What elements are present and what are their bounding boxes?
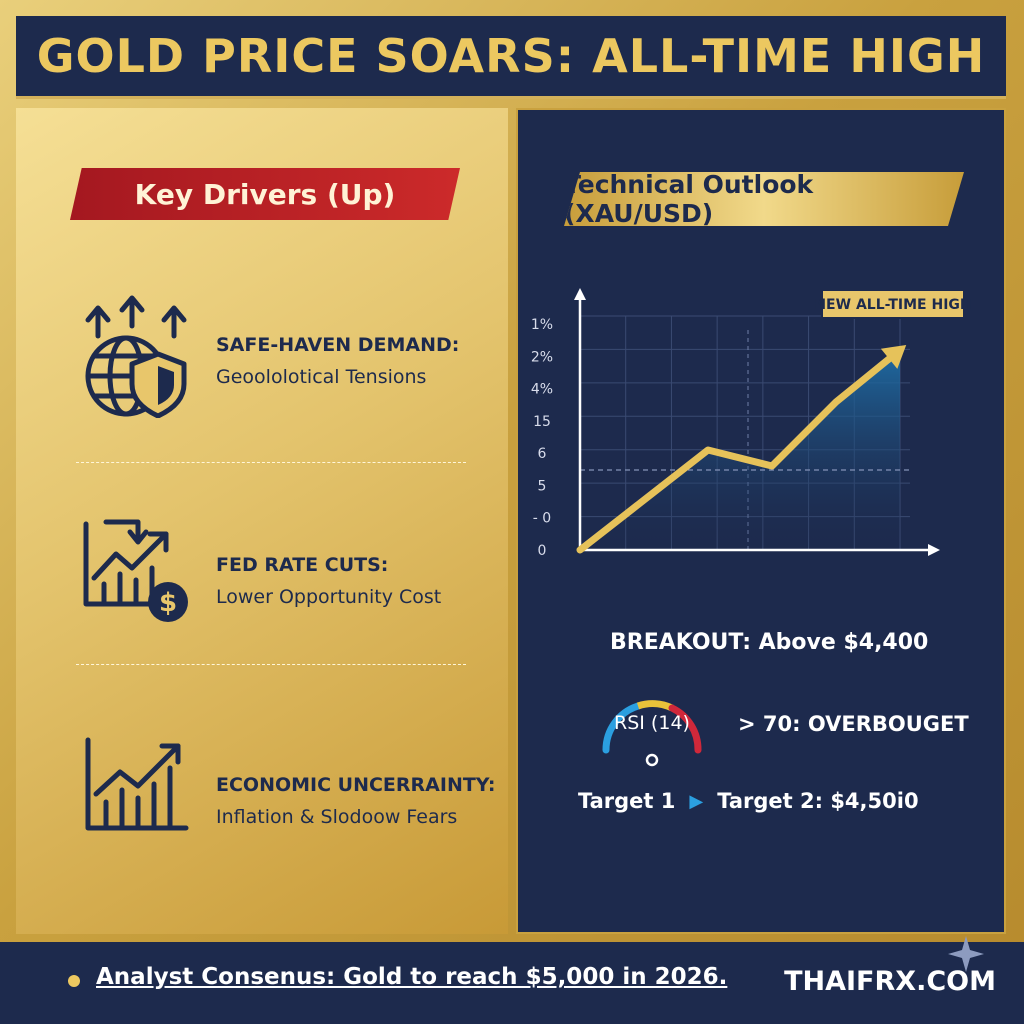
technical-outlook-panel: Technical Outlook (XAU/USD) 0 - 0 5 6 15 4% 2%… xyxy=(516,108,1006,934)
divider xyxy=(76,664,466,665)
analyst-consensus: Analyst Consenus: Gold to reach $5,000 i… xyxy=(96,964,728,990)
technical-outlook-banner: Technical Outlook (XAU/USD) xyxy=(564,172,964,226)
targets-row: Target 1 ▶ Target 2: $4,50i0 xyxy=(578,786,919,816)
sparkle-icon xyxy=(948,936,984,972)
driver-safe-haven: SAFE-HAVEN DEMAND: Geoololotical Tension… xyxy=(76,288,496,418)
y-tick-label: 0 xyxy=(538,543,547,559)
y-tick-label: 2% xyxy=(531,349,553,365)
y-tick-label: 4% xyxy=(531,382,553,398)
page-title: GOLD PRICE SOARS: ALL-TIME HIGH xyxy=(36,29,986,83)
driver-economic-uncertainty: ECONOMIC UNCERRAINTY: Inflation & Slodoo… xyxy=(76,728,496,858)
price-chart: 0 - 0 5 6 15 4% 2% 1% NEW ALL-TIME HIGH xyxy=(531,288,972,559)
key-drivers-banner: Key Drivers (Up) xyxy=(70,168,460,220)
y-tick-label: 1% xyxy=(531,317,553,333)
rsi-status: > 70: OVERBOUGET xyxy=(738,712,969,736)
target-2-label: Target 2: $4,50i0 xyxy=(717,789,919,813)
y-tick-label: 15 xyxy=(533,414,551,430)
rsi-label: RSI (14) xyxy=(614,712,690,734)
rsi-gauge: RSI (14) xyxy=(592,688,712,768)
target-1-label: Target 1 xyxy=(578,789,676,813)
bullet-icon xyxy=(68,975,80,987)
chart-dollar-icon: $ xyxy=(83,519,188,622)
technical-outlook-title: Technical Outlook (XAU/USD) xyxy=(564,170,814,228)
key-drivers-panel: Key Drivers (Up) SAFE-HAVEN DEMAND: Geoo… xyxy=(16,108,508,934)
chart-annotation: NEW ALL-TIME HIGH xyxy=(814,289,972,319)
header-banner: GOLD PRICE SOARS: ALL-TIME HIGH xyxy=(16,16,1006,99)
growth-chart-icon xyxy=(85,737,189,831)
chart-axes xyxy=(574,288,940,556)
globe-shield-icon xyxy=(85,295,187,418)
rsi-gauge-arc xyxy=(602,700,702,767)
y-axis-arrow xyxy=(574,288,586,300)
driver-title: ECONOMIC UNCERRAINTY: xyxy=(216,774,496,796)
breakout-label: BREAKOUT: Above $4,400 xyxy=(610,630,929,655)
y-tick-label: 6 xyxy=(538,446,547,462)
chevron-right-icon: ▶ xyxy=(689,790,704,812)
driver-subtitle: Inflation & Slodoow Fears xyxy=(216,806,458,828)
driver-title: SAFE-HAVEN DEMAND: xyxy=(216,334,460,356)
driver-subtitle: Lower Opportunity Cost xyxy=(216,586,442,608)
chart-area-fill xyxy=(580,350,900,550)
chart-series-line xyxy=(576,346,904,554)
chart-arrow-head xyxy=(880,345,907,369)
footer: Analyst Consenus: Gold to reach $5,000 i… xyxy=(0,936,1024,1024)
chart-y-ticks: 0 - 0 5 6 15 4% 2% 1% xyxy=(531,317,553,559)
svg-text:$: $ xyxy=(159,588,177,618)
chart-annotation-label: NEW ALL-TIME HIGH xyxy=(814,297,971,313)
key-drivers-title: Key Drivers (Up) xyxy=(134,177,396,211)
driver-fed-rate-cuts: $ FED RATE CUTS: Lower Opportunity Cost xyxy=(76,508,496,638)
driver-title: FED RATE CUTS: xyxy=(216,554,389,576)
y-tick-label: - 0 xyxy=(533,511,551,527)
brand-logo-text: THAIFRX.COM xyxy=(784,966,996,997)
divider xyxy=(76,462,466,463)
driver-subtitle: Geoololotical Tensions xyxy=(216,366,427,388)
y-tick-label: 5 xyxy=(538,478,547,494)
x-axis-arrow xyxy=(928,544,940,556)
